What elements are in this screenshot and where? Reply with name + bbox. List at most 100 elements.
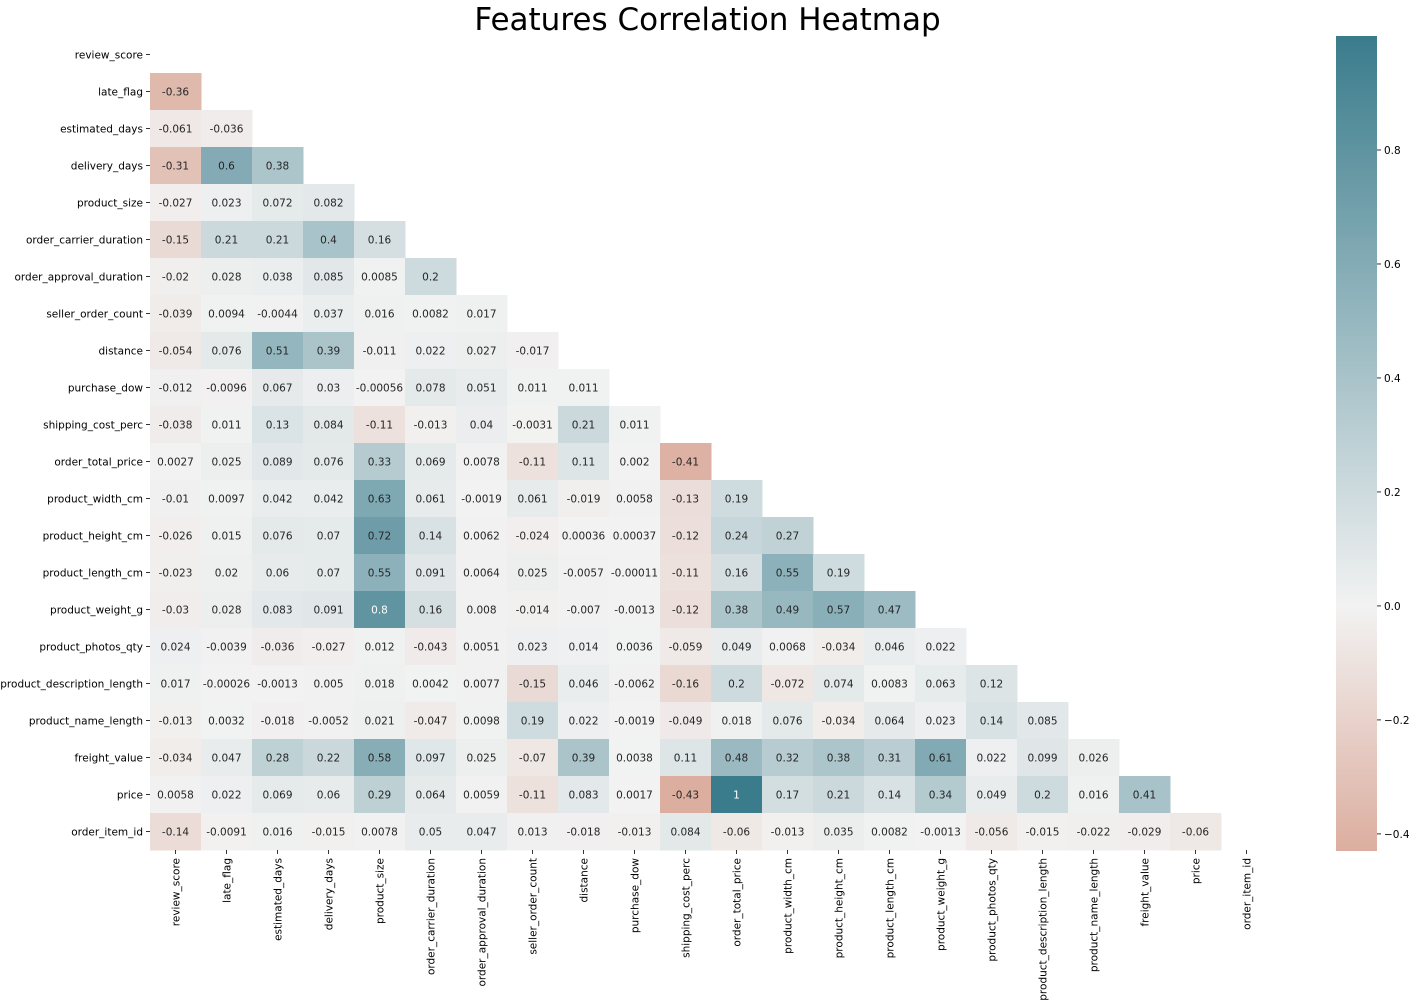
cell-value-label: 0.069 <box>415 457 445 469</box>
cell-value-label: 0.0082 <box>412 309 449 321</box>
cell-value-label: 0.049 <box>976 790 1006 802</box>
heatmap-cell <box>1068 813 1120 851</box>
heatmap-cell <box>660 480 712 518</box>
cell-value-label: 0.028 <box>211 605 241 617</box>
heatmap-cell <box>558 480 610 518</box>
heatmap-cell <box>660 443 712 481</box>
cell-value-label: 0.57 <box>827 605 850 617</box>
cell-value-label: 0.17 <box>776 790 799 802</box>
heatmap-cell <box>303 702 355 740</box>
cell-value-label: 0.042 <box>313 494 343 506</box>
cell-value-label: -0.0044 <box>257 309 298 321</box>
cell-value-label: 0.013 <box>517 827 547 839</box>
heatmap-cell <box>150 221 202 259</box>
cell-value-label: 0.067 <box>262 383 292 395</box>
cell-value-label: 0.089 <box>262 457 292 469</box>
heatmap-cells: -0.36-0.061 -0.036-0.31 0.6 0.38-0.027 0.023… <box>150 73 1222 851</box>
heatmap-cell <box>1119 776 1171 814</box>
heatmap-cell <box>150 332 202 370</box>
heatmap-cell <box>813 665 865 703</box>
heatmap-cell <box>456 517 508 555</box>
cell-value-label: -0.12 <box>672 531 699 543</box>
heatmap-cell <box>1068 739 1120 777</box>
heatmap-cell <box>252 332 304 370</box>
heatmap-cell <box>405 369 457 407</box>
heatmap-cell <box>150 295 202 333</box>
cell-value-label: 0.025 <box>466 753 496 765</box>
cell-value-label: 0.04 <box>470 420 494 432</box>
cell-value-label: 0.2 <box>728 679 745 691</box>
heatmap-cell <box>201 739 253 777</box>
cell-value-label: -0.036 <box>210 124 244 136</box>
cell-value-label: 0.11 <box>674 753 697 765</box>
cell-value-label: -0.034 <box>822 716 856 728</box>
cell-value-label: -0.15 <box>162 235 189 247</box>
cell-value-label: 0.0042 <box>412 679 449 691</box>
cell-value-label: -0.027 <box>312 642 346 654</box>
cell-value-label: 0.064 <box>874 716 904 728</box>
x-tick-label: product_length_cm <box>885 858 897 958</box>
cell-value-label: 0.018 <box>721 716 751 728</box>
cell-value-label: 0.042 <box>262 494 292 506</box>
heatmap-cell <box>558 628 610 666</box>
y-tick-label: purchase_dow <box>68 383 144 395</box>
heatmap-cell <box>354 369 406 407</box>
cell-value-label: -0.034 <box>822 642 856 654</box>
heatmap-cell <box>201 258 253 296</box>
heatmap-cell <box>609 554 661 592</box>
heatmap-cell <box>558 406 610 444</box>
heatmap-cell <box>813 591 865 629</box>
cell-value-label: 0.14 <box>419 531 443 543</box>
cell-value-label: 0.022 <box>925 642 955 654</box>
heatmap-cell <box>660 776 712 814</box>
heatmap-cell <box>456 665 508 703</box>
cell-value-label: 0.0094 <box>208 309 245 321</box>
heatmap-cell <box>711 813 763 851</box>
cell-value-label: -0.13 <box>672 494 699 506</box>
heatmap-cell <box>150 258 202 296</box>
cell-value-label: 0.4 <box>320 235 337 247</box>
cell-value-label: 0.38 <box>725 605 748 617</box>
cell-value-label: 0.025 <box>211 457 241 469</box>
heatmap-cell <box>864 591 916 629</box>
heatmap-cell <box>201 628 253 666</box>
heatmap-cell <box>507 480 559 518</box>
colorbar-gradient <box>1336 36 1377 851</box>
cell-value-label: 0.0058 <box>616 494 653 506</box>
colorbar: 0.8 0.6 0.4 0.2 0.0 −0.2 −0.4 <box>1336 36 1410 851</box>
cell-value-label: -0.0013 <box>257 679 298 691</box>
heatmap-cell <box>558 739 610 777</box>
y-tick-label: late_flag <box>98 87 143 99</box>
heatmap-cell <box>354 554 406 592</box>
heatmap-cell <box>813 628 865 666</box>
heatmap-cell <box>303 813 355 851</box>
cell-value-label: 0.47 <box>878 605 901 617</box>
heatmap-cell <box>966 665 1018 703</box>
heatmap-cell <box>201 776 253 814</box>
y-tick-label: order_item_id <box>71 827 143 839</box>
cell-value-label: 0.038 <box>262 272 292 284</box>
heatmap-cell <box>201 295 253 333</box>
heatmap-cell <box>558 665 610 703</box>
cell-value-label: 0.34 <box>929 790 953 802</box>
heatmap-cell <box>660 517 712 555</box>
cell-value-label: -0.0031 <box>512 420 553 432</box>
heatmap-cell <box>558 702 610 740</box>
cell-value-label: 0.38 <box>266 161 289 173</box>
cell-value-label: -0.034 <box>159 753 193 765</box>
cell-value-label: 0.028 <box>211 272 241 284</box>
cell-value-label: 0.022 <box>976 753 1006 765</box>
cell-value-label: -0.0096 <box>206 383 247 395</box>
heatmap-cell <box>150 739 202 777</box>
heatmap-cell <box>864 776 916 814</box>
cell-value-label: -0.00056 <box>356 383 404 395</box>
y-tick-label: order_carrier_duration <box>26 235 143 247</box>
cell-value-label: 0.0078 <box>361 827 398 839</box>
heatmap-cell <box>252 369 304 407</box>
cell-value-label: -0.019 <box>567 494 601 506</box>
x-tick-label: shipping_cost_perc <box>681 858 693 958</box>
heatmap-cell <box>456 443 508 481</box>
cell-value-label: 0.06 <box>266 568 290 580</box>
heatmap-cell <box>762 665 814 703</box>
